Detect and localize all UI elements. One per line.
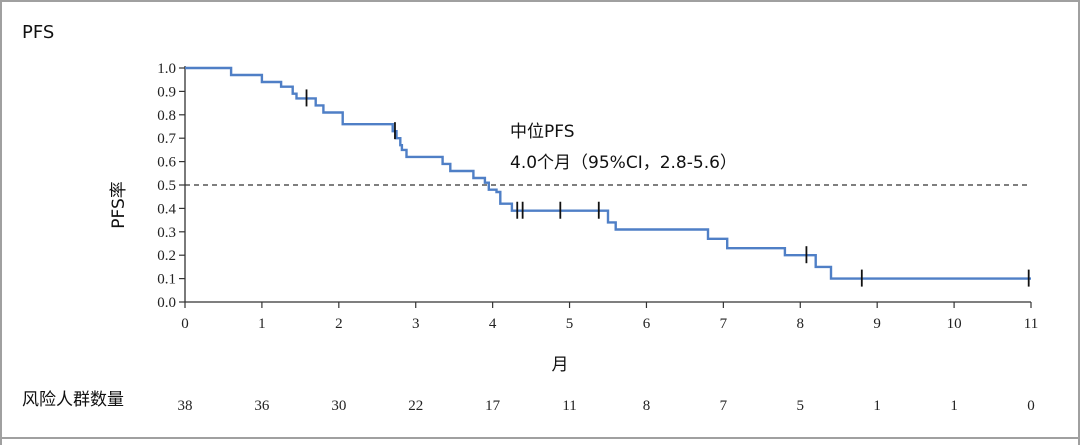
x-tick-label: 0 [181,316,189,332]
x-tick-label: 7 [720,316,728,332]
x-tick-label: 4 [489,316,497,332]
risk-count: 11 [562,398,576,414]
right-edge [1078,0,1080,445]
censor-marks [305,89,1030,287]
risk-count: 38 [178,398,193,414]
y-tick-label: 0.0 [157,295,176,311]
top-edge [0,0,1080,2]
x-tick-label: 9 [873,316,881,332]
km-step-line [185,66,1031,280]
y-tick-label: 0.2 [157,248,176,264]
x-tick-label: 10 [947,316,962,332]
risk-count: 22 [408,398,423,414]
x-tick-label: 2 [335,316,343,332]
risk-count: 1 [950,398,958,414]
x-tick-label: 5 [566,316,574,332]
x-tick-label: 6 [643,316,651,332]
y-tick-label: 0.4 [157,201,176,217]
y-tick-label: 0.5 [157,178,176,194]
y-tick-label: 0.7 [157,131,176,147]
x-tick-label: 1 [258,316,266,332]
y-tick-label: 0.1 [157,272,176,288]
risk-count: 36 [254,398,270,414]
annotation-value: 4.0个月（95%CI，2.8-5.6） [510,153,737,173]
risk-count: 17 [485,398,501,414]
panel-label: PFS [22,22,54,43]
risk-count: 30 [331,398,346,414]
survival-curve [185,66,1031,280]
left-edge [0,0,2,445]
risk-count: 8 [643,398,651,414]
y-tick-label: 1.0 [157,61,176,77]
x-tick-label: 8 [797,316,805,332]
y-axis-label: PFS率 [109,181,129,229]
risk-table-label: 风险人群数量 [22,390,124,410]
risk-count: 7 [720,398,728,414]
annotation-title: 中位PFS [510,122,575,142]
axes: 0.0 0.1 0.2 0.3 0.4 0.5 0.6 0.7 0.8 0.9 1.0 0 1 2 3 4 5 6… [157,61,1038,332]
x-tick-label: 11 [1024,316,1038,332]
x-tick-label: 3 [412,316,420,332]
risk-count: 1 [873,398,881,414]
risk-count: 5 [797,398,805,414]
bottom-edge [0,437,1080,439]
y-tick-label: 0.9 [157,84,176,100]
risk-table-values: 38 36 30 22 17 11 8 7 5 1 1 0 [178,398,1035,414]
y-tick-label: 0.3 [157,225,176,241]
x-axis-label: 月 [552,355,569,375]
y-tick-label: 0.8 [157,108,176,124]
y-tick-label: 0.6 [157,155,176,171]
risk-count: 0 [1027,398,1035,414]
